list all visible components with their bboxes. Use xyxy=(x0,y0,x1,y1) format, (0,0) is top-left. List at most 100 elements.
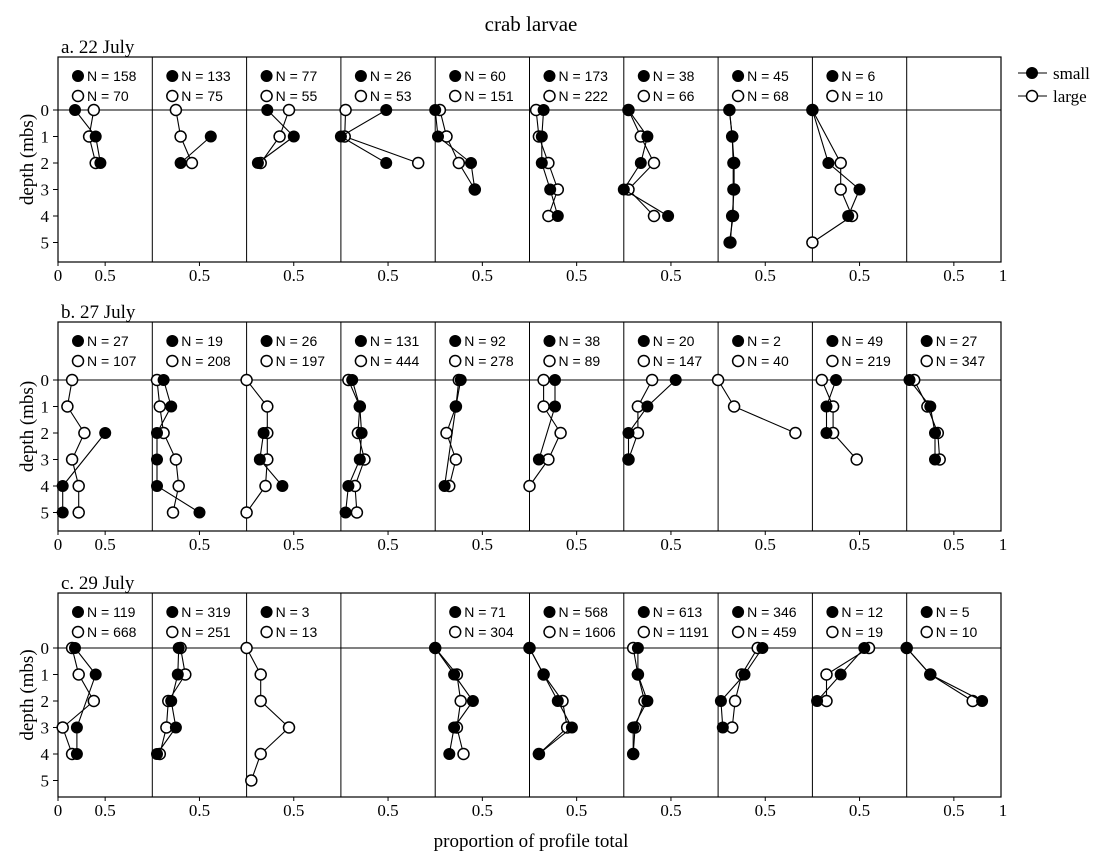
point-small xyxy=(727,183,740,196)
point-small xyxy=(342,480,355,492)
series-line-large xyxy=(246,647,290,781)
legend-small-label: small xyxy=(1053,64,1090,83)
n-large-label: N = 75 xyxy=(181,88,223,104)
point-large xyxy=(440,426,453,440)
x-tick-label: 0.5 xyxy=(377,266,398,285)
x-tick-label: 0.5 xyxy=(849,535,870,554)
n-small-marker xyxy=(260,335,273,347)
x-tick-label: 0.5 xyxy=(849,266,870,285)
point-small xyxy=(929,427,941,439)
point-large xyxy=(153,400,167,413)
n-large-marker xyxy=(166,89,179,103)
n-large-marker xyxy=(731,625,745,639)
n-small-label: N = 60 xyxy=(464,68,506,84)
y-tick-label: 2 xyxy=(41,424,50,443)
series-line-small xyxy=(811,109,861,217)
point-small xyxy=(727,157,740,169)
panel-6: 0.5 N = 173 N = 222 xyxy=(529,57,609,285)
point-small xyxy=(551,210,564,222)
point-small xyxy=(468,183,481,196)
y-tick-label: 3 xyxy=(41,181,50,200)
n-large-label: N = 68 xyxy=(747,88,789,104)
point-large xyxy=(166,506,180,519)
point-small xyxy=(380,157,393,169)
n-large-label: N = 53 xyxy=(370,88,412,104)
n-large-label: N = 40 xyxy=(747,353,789,369)
point-large xyxy=(72,506,85,519)
point-small xyxy=(631,642,644,654)
n-large-label: N = 107 xyxy=(87,353,137,369)
point-small xyxy=(532,453,545,466)
point-small xyxy=(69,104,81,116)
x-tick-label: 0.5 xyxy=(849,801,870,820)
x-axis-label: proportion of profile total xyxy=(434,831,629,852)
point-small xyxy=(70,748,83,760)
point-large xyxy=(261,400,274,413)
n-small-label: N = 319 xyxy=(181,604,231,620)
panel-9: 0.5 N = 49 N = 219 xyxy=(811,322,891,554)
point-small xyxy=(622,427,635,439)
point-large xyxy=(61,400,74,413)
point-large xyxy=(789,426,802,440)
n-small-label: N = 131 xyxy=(370,333,420,349)
point-small xyxy=(432,130,444,143)
n-small-label: N = 173 xyxy=(559,68,609,84)
panel-9: 0.5 N = 12 N = 19 xyxy=(811,593,883,820)
point-small xyxy=(842,210,855,222)
n-small-marker xyxy=(543,70,556,82)
point-small xyxy=(830,374,842,386)
panel-5: 0.5 N = 92 N = 278 xyxy=(434,322,514,554)
n-small-label: N = 346 xyxy=(747,604,797,620)
point-small xyxy=(171,668,184,681)
n-small-marker xyxy=(920,606,933,618)
point-small xyxy=(448,721,461,734)
point-small xyxy=(853,183,866,196)
point-large xyxy=(185,156,199,170)
panel-2: 0.5 N = 133 N = 75 xyxy=(151,57,231,285)
row-date-label: a. 22 July xyxy=(61,37,135,58)
n-small-marker xyxy=(72,335,84,347)
n-small-label: N = 19 xyxy=(181,333,223,349)
n-small-marker xyxy=(166,70,179,82)
n-large-label: N = 459 xyxy=(747,624,797,640)
n-large-marker xyxy=(166,625,179,639)
x-tick-label: 0.5 xyxy=(943,801,964,820)
point-small xyxy=(549,374,561,386)
y-tick-label: 2 xyxy=(41,692,50,711)
n-small-label: N = 6 xyxy=(841,68,875,84)
point-small xyxy=(535,157,548,169)
y-tick-label: 4 xyxy=(41,477,50,496)
point-small xyxy=(523,642,536,654)
point-large xyxy=(711,373,725,387)
n-small-label: N = 38 xyxy=(559,333,601,349)
panel-4: 0.5 xyxy=(340,593,399,820)
y-tick-label: 3 xyxy=(41,451,50,470)
point-large xyxy=(254,747,267,761)
y-tick-label: 4 xyxy=(41,745,50,764)
n-large-marker xyxy=(543,89,556,103)
y-tick-label: 0 xyxy=(41,101,50,120)
n-large-label: N = 10 xyxy=(841,88,883,104)
n-large-marker xyxy=(448,354,462,368)
point-large xyxy=(645,373,659,387)
panel-7: 0.5 N = 20 N = 147 xyxy=(622,322,702,554)
point-small xyxy=(466,695,479,707)
series-line-small xyxy=(180,136,212,164)
n-small-marker xyxy=(72,606,84,618)
n-large-marker xyxy=(354,89,368,103)
n-small-marker xyxy=(826,335,839,347)
point-small xyxy=(70,721,83,734)
point-large xyxy=(56,721,69,734)
point-small xyxy=(924,400,937,413)
n-small-label: N = 158 xyxy=(87,68,137,84)
n-large-label: N = 89 xyxy=(559,353,601,369)
n-large-label: N = 219 xyxy=(841,353,891,369)
legend-large-marker xyxy=(1025,89,1039,103)
x-tick-label: 0.5 xyxy=(377,801,398,820)
legend: small large xyxy=(1018,64,1090,106)
n-large-marker xyxy=(260,625,273,639)
point-large xyxy=(174,130,187,143)
point-small xyxy=(727,210,740,222)
series-line-large xyxy=(913,379,941,460)
